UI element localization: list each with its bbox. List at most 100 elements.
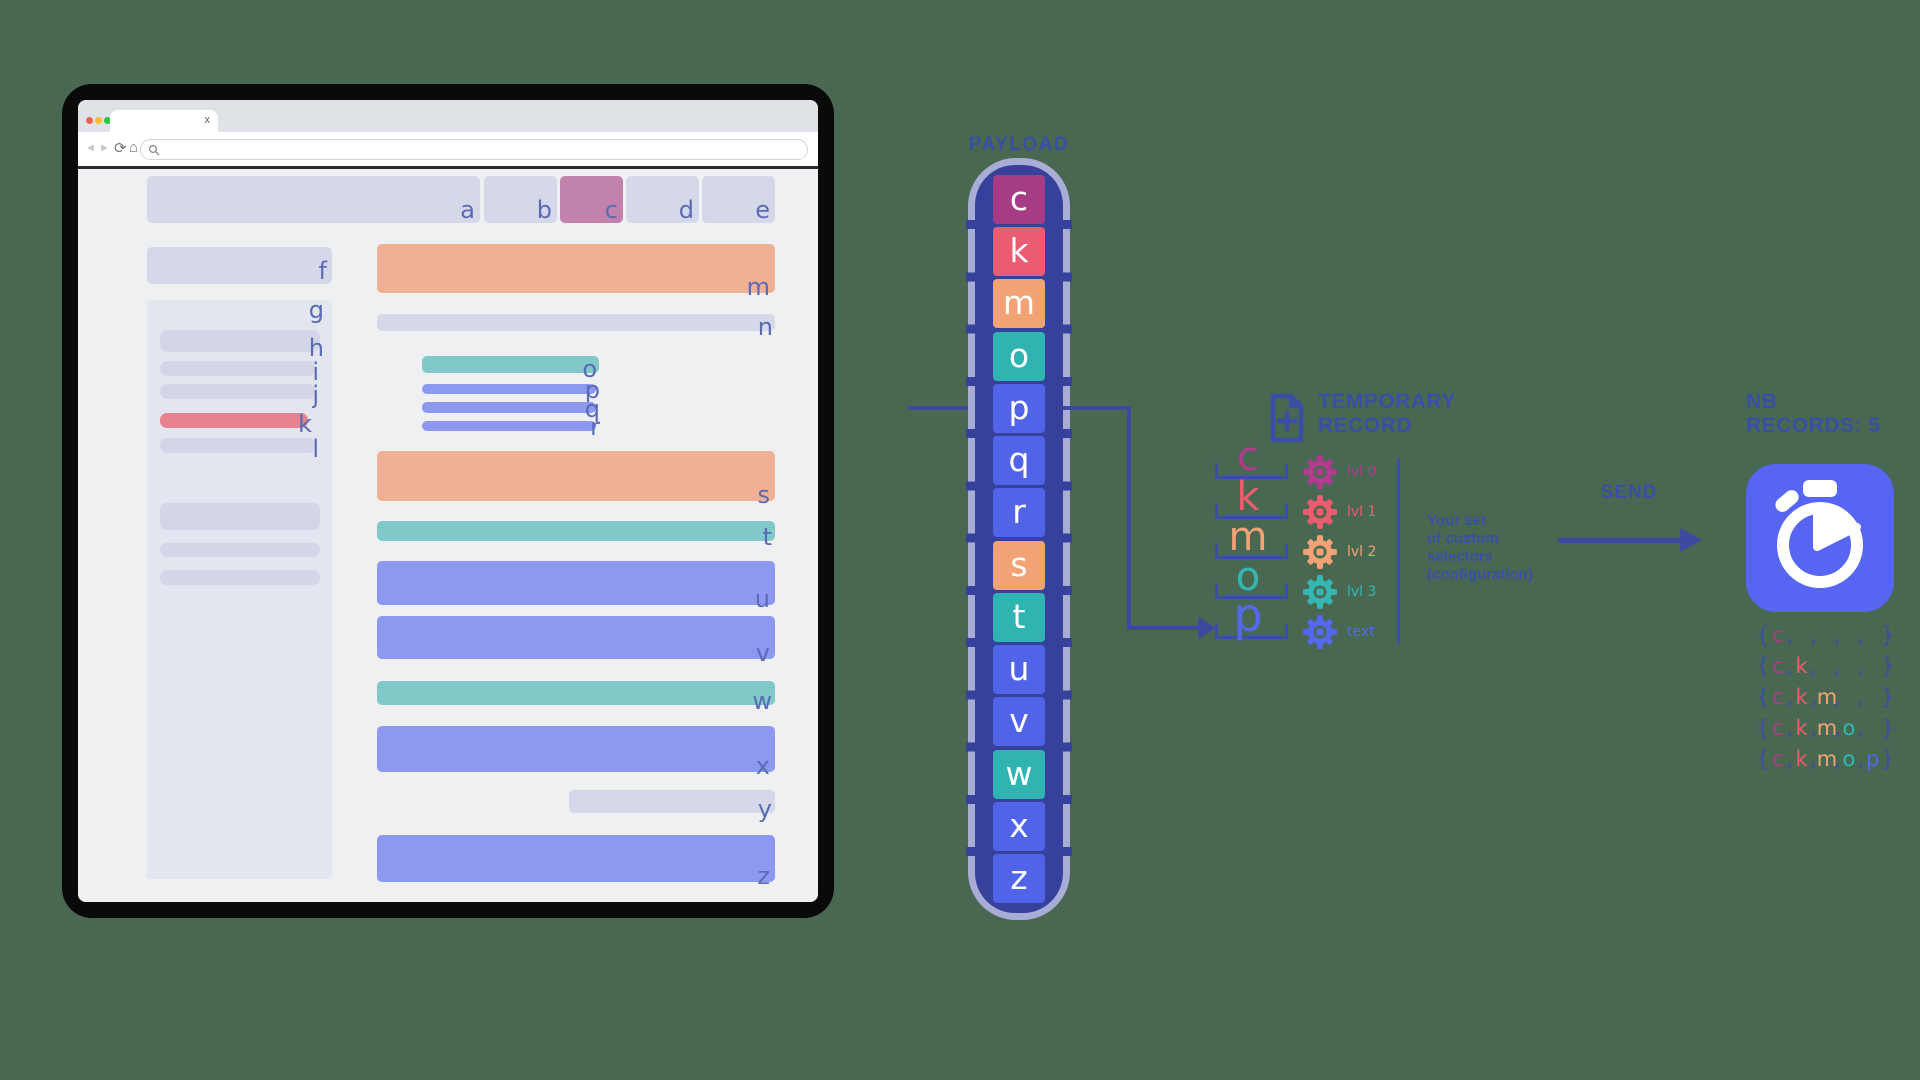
wireframe-nav-block-a[interactable]: a	[147, 176, 480, 223]
sidebar-item-l[interactable]: l	[160, 437, 319, 461]
close-window-button[interactable]	[86, 117, 93, 124]
payload-tile-p: p	[993, 384, 1045, 433]
selector-bracket-m	[1215, 543, 1288, 559]
wireframe-nav-block-c-active[interactable]: c	[560, 176, 623, 223]
wireframe-block-q: q	[422, 397, 600, 421]
sidebar-block	[160, 543, 320, 557]
sidebar-item-i[interactable]: i	[160, 360, 319, 384]
connector-segment-h1	[1063, 406, 1129, 410]
label-u: u	[754, 585, 770, 613]
browser-toolbar: ◄ ► ⟳ ⌂	[78, 132, 818, 166]
label-s: s	[757, 481, 770, 509]
wireframe-block-p: p	[422, 378, 600, 402]
selector-bracket-c	[1215, 463, 1288, 479]
label-q: q	[584, 395, 600, 423]
label-i: i	[312, 358, 319, 386]
selector-bracket-p	[1215, 623, 1288, 639]
label-g: g	[308, 296, 324, 324]
send-arrow-head	[1680, 528, 1702, 552]
label-t: t	[762, 523, 772, 551]
label-k: k	[298, 410, 312, 438]
label-f: f	[318, 257, 327, 285]
selector-letter-c: c	[1237, 434, 1259, 480]
browser-tab[interactable]: x	[110, 110, 218, 132]
connector-segment-h2	[1127, 626, 1202, 630]
forward-icon[interactable]: ►	[99, 142, 110, 154]
wireframe-nav-block-e[interactable]: e	[702, 176, 775, 223]
search-icon	[148, 144, 160, 156]
wireframe-nav-block-d[interactable]: d	[626, 176, 699, 223]
nb-records-title: NB RECORDS: 5	[1746, 390, 1920, 438]
payload-tile-u: u	[993, 645, 1045, 694]
browser-window: x ◄ ► ⟳ ⌂ a b c d	[78, 100, 818, 902]
wireframe-sidebar-panel: g h i j k l	[147, 296, 332, 879]
home-icon[interactable]: ⌂	[129, 139, 139, 156]
selector-tag-lvl0: lvl 0	[1347, 464, 1377, 480]
sidebar-block	[160, 570, 320, 585]
config-note-line1: Your set	[1427, 512, 1486, 529]
selector-letter-p: p	[1233, 588, 1263, 642]
payload-title: PAYLOAD	[968, 134, 1070, 155]
gear-icon-text	[1303, 615, 1337, 649]
payload-notches-right	[1062, 220, 1072, 880]
address-bar[interactable]	[140, 139, 808, 160]
selector-letter-m: m	[1228, 514, 1268, 560]
gear-icon-lvl3	[1303, 575, 1337, 609]
tab-close-icon[interactable]: x	[204, 114, 211, 126]
config-note: Your set of custom selectors (configurat…	[1427, 512, 1587, 584]
selector-tag-lvl1: lvl 1	[1347, 504, 1377, 520]
sidebar-item-h[interactable]: h	[160, 330, 324, 360]
temp-record-title-line1: TEMPORARY	[1318, 390, 1456, 413]
payload-tile-v: v	[993, 697, 1045, 746]
connector-segment-v	[1127, 406, 1131, 630]
page-content: a b c d e f g h i j k	[78, 169, 818, 902]
send-arrow-line	[1558, 538, 1682, 543]
wireframe-block-x: x	[377, 726, 775, 778]
zoom-window-button[interactable]	[104, 117, 111, 124]
minimize-window-button[interactable]	[95, 117, 102, 124]
label-l: l	[312, 435, 319, 463]
sidebar-item-k-highlighted[interactable]: k	[160, 412, 312, 436]
temp-record-title: TEMPORARY RECORD	[1318, 390, 1538, 438]
record-row-5: {c, k ,m,o,p}	[1756, 747, 1895, 771]
sidebar-item-j[interactable]: j	[160, 383, 319, 407]
selector-tag-lvl3: lvl 3	[1347, 584, 1377, 600]
refresh-icon[interactable]: ⟳	[114, 140, 127, 157]
payload-tile-q: q	[993, 436, 1045, 485]
payload-tile-c: c	[993, 175, 1045, 224]
payload-tile-k: k	[993, 227, 1045, 276]
nb-title-line1: NB	[1746, 390, 1778, 413]
gear-icon-lvl1	[1303, 495, 1337, 529]
payload-in-arrow-line	[908, 406, 978, 410]
chrome-divider	[78, 166, 818, 169]
nb-title-line2: RECORDS: 5	[1746, 414, 1881, 437]
payload-tile-t: t	[993, 593, 1045, 642]
payload-tile-r: r	[993, 488, 1045, 537]
selector-letter-o: o	[1235, 554, 1261, 600]
sidebar-block	[160, 503, 320, 530]
back-icon[interactable]: ◄	[85, 142, 96, 154]
record-row-2: {c, k,,,}	[1756, 654, 1895, 678]
label-w: w	[752, 687, 772, 715]
wireframe-nav-block-b[interactable]: b	[484, 176, 557, 223]
wireframe-block-r: r	[422, 415, 600, 439]
label-b: b	[536, 196, 552, 224]
payload-notches-left	[966, 220, 976, 880]
label-e: e	[755, 196, 770, 224]
selector-tag-lvl2: lvl 2	[1347, 544, 1377, 560]
label-c: c	[604, 196, 618, 224]
gear-icon-lvl0	[1303, 455, 1337, 489]
timer-app-icon	[1746, 464, 1894, 612]
config-divider	[1397, 458, 1400, 644]
wireframe-sidebar-header: f	[147, 247, 332, 284]
wireframe-block-m: m	[377, 244, 775, 299]
config-note-line3: selectors	[1427, 548, 1493, 565]
payload-tile-x: x	[993, 802, 1045, 851]
selector-tag-text: text	[1347, 624, 1375, 640]
stopwatch-icon	[1775, 480, 1863, 588]
wireframe-block-t: t	[377, 521, 775, 549]
wireframe-block-s: s	[377, 451, 775, 507]
record-row-1: {c,,,,}	[1756, 623, 1895, 647]
record-row-3: {c, k ,m,,}	[1756, 685, 1895, 709]
